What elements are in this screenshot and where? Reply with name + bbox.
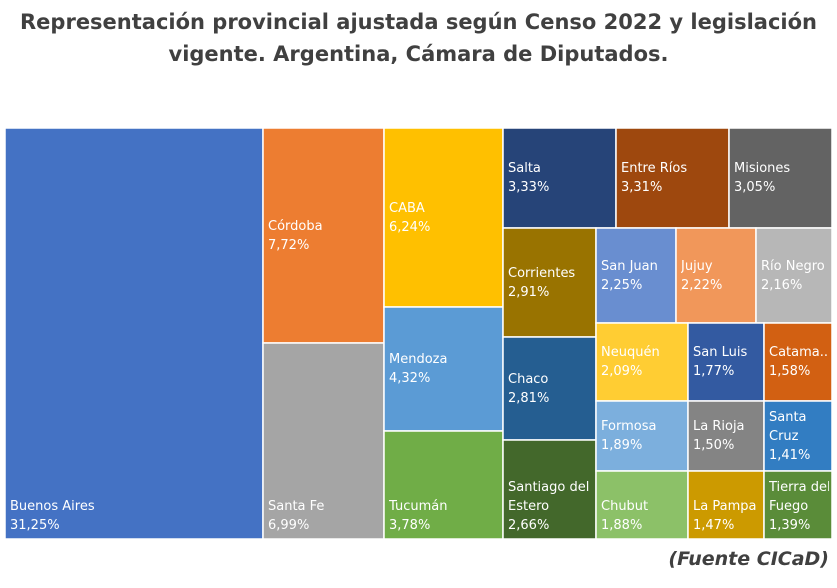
tile-label-corrientes: Corrientes 2,91% bbox=[508, 264, 593, 302]
tile-name-neuquen: Neuquén bbox=[601, 345, 660, 360]
tile-label-catamarca: Catama... 1,58% bbox=[769, 343, 829, 381]
tile-name-jujuy: Jujuy bbox=[681, 258, 713, 274]
tile-label-tierra-del-fuego: Tierra del Fuego 1,39% bbox=[769, 478, 829, 535]
tile-name-la-rioja: La Rioja bbox=[693, 419, 745, 434]
tile-label-salta: Salta 3,33% bbox=[508, 159, 613, 197]
tile-label-mendoza: Mendoza 4,32% bbox=[389, 350, 500, 388]
tile-entre-rios bbox=[615, 127, 730, 229]
tile-label-neuquen: Neuquén 2,09% bbox=[601, 343, 685, 381]
tile-value-entre-rios: 3,31% bbox=[621, 180, 663, 195]
tile-value-la-pampa: 1,47% bbox=[693, 518, 735, 533]
tile-name-santiago-del-estero-2: Estero bbox=[508, 499, 550, 514]
tile-santa-cruz bbox=[763, 400, 833, 472]
tile-salta bbox=[502, 127, 617, 229]
tile-name-catamarca: Catama... bbox=[769, 345, 829, 360]
tile-name-entre-rios: Entre Ríos bbox=[621, 161, 688, 176]
tile-value-san-luis: 1,77% bbox=[693, 364, 735, 379]
tile-value-salta: 3,33% bbox=[508, 180, 550, 195]
tile-value-caba: 6,24% bbox=[389, 219, 431, 235]
tile-name-misiones: Misiones bbox=[734, 161, 791, 176]
chart-title-line-1: Representación provincial ajustada según… bbox=[20, 10, 817, 34]
tile-buenos-aires bbox=[4, 127, 264, 540]
tile-name-san-juan: San Juan bbox=[601, 258, 658, 274]
tile-name-tierra-del-fuego-2: Fuego bbox=[769, 499, 809, 514]
tile-corrientes bbox=[502, 227, 597, 338]
tile-name-corrientes: Corrientes bbox=[508, 265, 576, 281]
tile-value-san-juan: 2,25% bbox=[601, 277, 643, 293]
tile-label-santiago-del-estero: Santiago del Estero 2,66% bbox=[508, 478, 593, 535]
tile-name-buenos-aires: Buenos Aires bbox=[10, 499, 95, 514]
tile-name-mendoza: Mendoza bbox=[389, 352, 448, 367]
chart-title-line-2: vigente. Argentina, Cámara de Diputados. bbox=[168, 42, 669, 66]
tile-tucuman bbox=[383, 430, 504, 540]
tile-tierra-del-fuego bbox=[763, 470, 833, 540]
tile-name-cordoba: Córdoba bbox=[268, 218, 323, 234]
tile-la-pampa bbox=[687, 470, 765, 540]
tile-rio-negro bbox=[755, 227, 833, 324]
tile-value-chaco: 2,81% bbox=[508, 390, 550, 406]
tile-label-la-pampa: La Pampa 1,47% bbox=[693, 497, 761, 535]
tile-value-catamarca: 1,58% bbox=[769, 364, 811, 379]
tile-name-caba: CABA bbox=[389, 200, 425, 216]
tile-label-caba: CABA 6,24% bbox=[389, 199, 500, 237]
tile-label-entre-rios: Entre Ríos 3,31% bbox=[621, 159, 726, 197]
tile-value-jujuy: 2,22% bbox=[681, 277, 723, 293]
tile-value-santa-cruz: 1,41% bbox=[769, 447, 811, 463]
tile-name-santa-fe: Santa Fe bbox=[268, 499, 325, 514]
tile-value-chubut: 1,88% bbox=[601, 518, 643, 533]
tile-san-luis bbox=[687, 322, 765, 402]
tile-label-san-luis: San Luis 1,77% bbox=[693, 343, 761, 381]
tile-santa-fe bbox=[262, 342, 385, 540]
tile-san-juan bbox=[595, 227, 677, 324]
tile-label-formosa: Formosa 1,89% bbox=[601, 417, 685, 455]
chart-title: Representación provincial ajustada según… bbox=[0, 6, 837, 70]
tile-label-rio-negro: Río Negro 2,16% bbox=[761, 257, 829, 295]
tile-label-buenos-aires: Buenos Aires 31,25% bbox=[10, 497, 260, 535]
tile-la-rioja bbox=[687, 400, 765, 472]
tile-label-jujuy: Jujuy 2,22% bbox=[681, 257, 753, 295]
tile-label-chaco: Chaco 2,81% bbox=[508, 370, 593, 408]
tile-name-la-pampa: La Pampa bbox=[693, 499, 757, 514]
tile-name-santa-cruz-2: Cruz bbox=[769, 428, 799, 444]
tile-name-santa-cruz-1: Santa bbox=[769, 409, 807, 425]
tile-caba bbox=[383, 127, 504, 308]
tile-value-corrientes: 2,91% bbox=[508, 284, 550, 300]
tile-name-salta: Salta bbox=[508, 161, 541, 176]
tile-name-tucuman: Tucumán bbox=[389, 499, 448, 514]
tile-label-santa-cruz: Santa Cruz 1,41% bbox=[769, 408, 829, 465]
tile-label-cordoba: Córdoba 7,72% bbox=[268, 217, 381, 255]
source-note: (Fuente CICaD) bbox=[668, 548, 829, 570]
tile-catamarca bbox=[763, 322, 833, 402]
tile-value-mendoza: 4,32% bbox=[389, 371, 431, 386]
tile-value-tucuman: 3,78% bbox=[389, 518, 431, 533]
tile-santiago-del-estero bbox=[502, 439, 597, 540]
tile-value-rio-negro: 2,16% bbox=[761, 277, 803, 293]
tile-value-santa-fe: 6,99% bbox=[268, 518, 310, 533]
tile-label-tucuman: Tucumán 3,78% bbox=[389, 497, 500, 535]
tile-label-chubut: Chubut 1,88% bbox=[601, 497, 685, 535]
tile-value-buenos-aires: 31,25% bbox=[10, 518, 60, 533]
tile-value-santiago-del-estero: 2,66% bbox=[508, 518, 550, 533]
tile-name-chubut: Chubut bbox=[601, 499, 649, 514]
tile-name-tierra-del-fuego-1: Tierra del bbox=[769, 480, 829, 495]
tile-value-neuquen: 2,09% bbox=[601, 364, 643, 379]
tile-name-santiago-del-estero-1: Santiago del bbox=[508, 480, 590, 495]
tile-name-san-luis: San Luis bbox=[693, 345, 748, 360]
tile-jujuy bbox=[675, 227, 757, 324]
tile-name-formosa: Formosa bbox=[601, 419, 657, 434]
tile-name-chaco: Chaco bbox=[508, 371, 549, 387]
tile-label-santa-fe: Santa Fe 6,99% bbox=[268, 497, 381, 535]
tile-label-san-juan: San Juan 2,25% bbox=[601, 257, 673, 295]
tile-mendoza bbox=[383, 306, 504, 432]
tile-name-rio-negro: Río Negro bbox=[761, 258, 825, 274]
tile-label-misiones: Misiones 3,05% bbox=[734, 159, 829, 197]
tile-value-la-rioja: 1,50% bbox=[693, 438, 735, 453]
tile-value-misiones: 3,05% bbox=[734, 180, 776, 195]
tile-chaco bbox=[502, 336, 597, 441]
tile-value-cordoba: 7,72% bbox=[268, 237, 310, 253]
tile-value-formosa: 1,89% bbox=[601, 438, 643, 453]
tile-value-tierra-del-fuego: 1,39% bbox=[769, 518, 811, 533]
tile-label-la-rioja: La Rioja 1,50% bbox=[693, 417, 761, 455]
